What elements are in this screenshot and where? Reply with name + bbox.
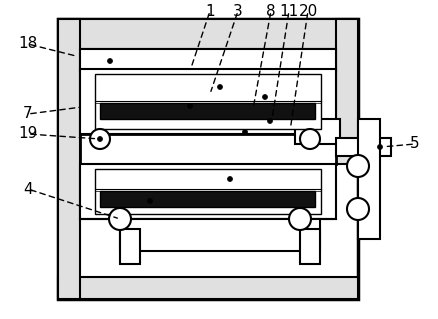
Text: 4: 4	[23, 182, 33, 197]
Bar	[295, 119, 340, 144]
Text: 11: 11	[279, 4, 299, 19]
Circle shape	[347, 198, 369, 220]
Bar	[95, 74, 321, 129]
Circle shape	[109, 208, 131, 230]
Circle shape	[300, 129, 320, 149]
Circle shape	[262, 94, 268, 100]
Circle shape	[378, 145, 382, 150]
Circle shape	[148, 198, 152, 204]
Bar	[95, 169, 321, 214]
Bar	[58, 19, 80, 299]
Text: 1: 1	[205, 4, 215, 19]
Bar	[58, 277, 358, 299]
Bar	[300, 229, 320, 264]
Bar	[80, 49, 336, 71]
Text: 7: 7	[23, 107, 33, 122]
Circle shape	[227, 176, 233, 182]
Bar	[100, 191, 315, 207]
Bar	[80, 164, 336, 219]
Bar	[58, 19, 358, 299]
Text: 20: 20	[298, 4, 318, 19]
Text: 8: 8	[266, 4, 276, 19]
Circle shape	[107, 58, 113, 63]
Circle shape	[218, 85, 223, 90]
Bar	[358, 119, 380, 239]
Circle shape	[347, 155, 369, 177]
Text: 19: 19	[18, 127, 38, 142]
Bar	[336, 19, 358, 164]
Circle shape	[187, 103, 192, 108]
Text: 3: 3	[233, 4, 243, 19]
Bar	[336, 138, 391, 156]
Bar	[58, 19, 358, 49]
Bar	[80, 134, 336, 164]
Bar	[120, 219, 320, 251]
Text: 18: 18	[18, 36, 38, 51]
Bar	[275, 71, 295, 97]
Circle shape	[243, 130, 247, 135]
Circle shape	[289, 208, 311, 230]
Circle shape	[98, 137, 102, 142]
Circle shape	[268, 118, 272, 123]
Bar	[100, 103, 315, 119]
Bar	[120, 229, 140, 264]
Bar	[95, 71, 115, 109]
Circle shape	[90, 129, 110, 149]
Text: 5: 5	[410, 137, 420, 152]
Bar	[80, 69, 336, 134]
